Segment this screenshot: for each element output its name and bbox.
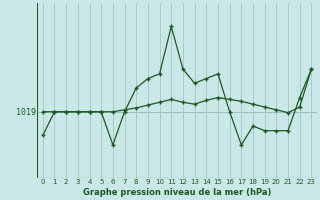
X-axis label: Graphe pression niveau de la mer (hPa): Graphe pression niveau de la mer (hPa) xyxy=(83,188,271,197)
